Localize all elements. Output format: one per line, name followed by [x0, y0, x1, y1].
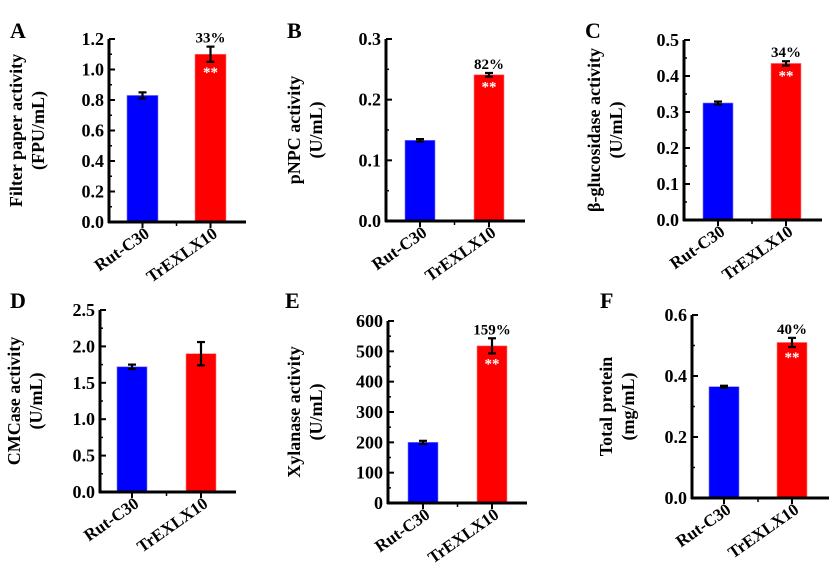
y-tick-label: 300: [356, 402, 383, 422]
percent-increase-label: 82%: [474, 57, 504, 73]
bar-rut-c30: [116, 366, 148, 493]
panel-letter: C: [585, 18, 601, 43]
y-axis-unit-label: (U/mL): [606, 102, 627, 159]
y-axis-label: pNPC activity: [284, 76, 304, 184]
y-tick-label: 0.3: [359, 29, 382, 49]
y-tick-label: 400: [356, 372, 383, 392]
y-tick-label: 0.1: [657, 174, 680, 194]
percent-increase-label: 40%: [777, 322, 807, 338]
y-axis-unit-label: (mg/mL): [618, 373, 639, 441]
y-axis-label: Filter paper activity: [6, 54, 26, 207]
y-tick-label: 0.4: [657, 66, 680, 86]
y-tick-label: 0.4: [82, 151, 105, 171]
y-tick-label: 2.5: [73, 300, 96, 320]
bar-trexlx10: [770, 63, 802, 221]
bar-rut-c30: [407, 442, 439, 504]
error-bar: [788, 336, 796, 349]
y-tick-label: 0.2: [82, 182, 105, 202]
panel-letter: F: [600, 288, 613, 313]
y-tick-label: 100: [356, 463, 383, 483]
y-tick-label: 0.0: [82, 212, 105, 232]
y-tick-label: 0.8: [82, 90, 105, 110]
y-tick-label: 0.2: [665, 427, 688, 447]
x-tick-label: TrEXLX10: [133, 494, 211, 557]
error-bar: [128, 363, 136, 371]
y-tick-label: 1.0: [73, 409, 96, 429]
percent-increase-label: 34%: [771, 45, 801, 61]
error-bar: [419, 439, 427, 445]
error-bar: [720, 384, 728, 389]
y-tick-label: 0.0: [73, 482, 96, 502]
y-tick-label: 2.0: [73, 336, 96, 356]
y-axis-unit-label: (FPU/mL): [28, 91, 49, 170]
y-tick-label: 0.6: [82, 121, 105, 141]
y-tick-label: 0: [374, 493, 383, 513]
y-tick-label: 0.0: [657, 210, 680, 230]
x-tick-label: TrEXLX10: [718, 222, 796, 285]
error-bar: [416, 138, 424, 143]
error-bar: [714, 100, 722, 106]
y-tick-label: 0.0: [665, 488, 688, 508]
significance-marker: **: [203, 65, 218, 81]
y-tick-label: 1.2: [82, 29, 105, 49]
significance-marker: **: [785, 350, 800, 366]
y-tick-label: 0.1: [359, 150, 382, 170]
panel-letter: E: [285, 288, 300, 313]
y-tick-label: 0.5: [73, 446, 96, 466]
y-axis-label: CMCase activity: [4, 337, 24, 465]
panel-letter: B: [287, 18, 302, 43]
x-tick-label: TrEXLX10: [143, 224, 221, 287]
y-tick-label: 1.5: [73, 373, 96, 393]
bar-trexlx10: [473, 74, 505, 222]
y-tick-label: 0.5: [657, 30, 680, 50]
y-tick-label: 0.6: [665, 305, 688, 325]
significance-marker: **: [779, 69, 794, 85]
percent-increase-label: 159%: [473, 322, 511, 338]
error-bar: [782, 60, 790, 67]
y-axis-label: β-glucosidase activity: [584, 48, 604, 212]
bar-trexlx10: [185, 353, 217, 493]
y-axis-unit-label: (U/mL): [306, 384, 327, 441]
error-bar: [206, 45, 215, 63]
x-tick-label: TrEXLX10: [724, 500, 802, 563]
x-tick-label: TrEXLX10: [424, 505, 502, 568]
bar-rut-c30: [708, 386, 740, 499]
y-tick-label: 0.3: [657, 102, 680, 122]
y-axis-unit-label: (U/mL): [26, 373, 47, 430]
bar-rut-c30: [404, 140, 436, 222]
significance-marker: **: [482, 80, 497, 96]
y-axis-label: Total protein: [596, 357, 616, 457]
y-tick-label: 0.2: [657, 138, 680, 158]
y-tick-label: 200: [356, 432, 383, 452]
panel-c: Cβ-glucosidase activity (U/mL)Rut-C30TrEX…: [584, 18, 822, 284]
y-tick-label: 0.4: [665, 366, 688, 386]
bar-trexlx10: [776, 342, 808, 499]
percent-increase-label: 33%: [196, 31, 226, 47]
y-axis-label: Xylanase activity: [284, 346, 304, 477]
y-tick-label: 600: [356, 311, 383, 331]
error-bar: [138, 91, 147, 100]
bar-trexlx10: [476, 345, 508, 504]
y-axis-unit-label: (U/mL): [306, 102, 327, 159]
panel-letter: D: [10, 288, 26, 313]
y-tick-label: 0.2: [359, 90, 382, 110]
y-tick-label: 0.0: [359, 211, 382, 231]
bar-rut-c30: [126, 95, 159, 223]
error-bar: [488, 337, 496, 355]
panel-letter: A: [10, 18, 26, 43]
error-bar: [197, 340, 205, 367]
x-tick-label: TrEXLX10: [421, 223, 499, 286]
error-bar: [485, 71, 493, 78]
significance-marker: **: [485, 356, 500, 372]
bar-rut-c30: [702, 102, 734, 221]
y-tick-label: 500: [356, 341, 383, 361]
y-tick-label: 1.0: [82, 60, 105, 80]
